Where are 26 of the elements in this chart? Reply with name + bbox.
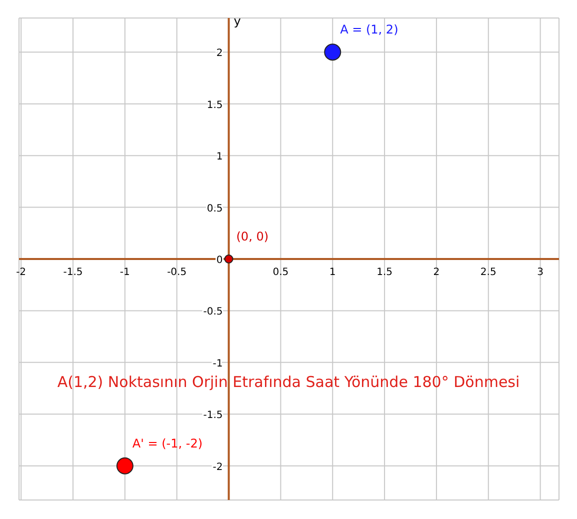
x-tick-label: 3 xyxy=(537,267,544,278)
x-tick-label: 1 xyxy=(329,267,336,278)
point xyxy=(116,457,134,474)
y-tick-label: -2 xyxy=(212,462,223,473)
annotation: A(1,2) Noktasının Orjin Etrafında Saat Yönünde 180° Dönmesi xyxy=(56,372,521,391)
x-tick-label: 2 xyxy=(433,267,440,278)
x-tick-label: 2.5 xyxy=(480,267,496,278)
series-label: A' = (-1, -2) xyxy=(132,436,203,450)
y-tick-label: -0.5 xyxy=(203,306,223,318)
point xyxy=(224,254,234,264)
y-tick-label: 0.5 xyxy=(206,203,223,214)
point xyxy=(324,44,342,61)
x-tick-label: 1.5 xyxy=(376,267,392,278)
y-tick-label: 1 xyxy=(216,152,223,163)
series-label: A = (1, 2) xyxy=(340,22,398,37)
x-tick-label: -1.5 xyxy=(63,267,83,278)
y-axis-title: y xyxy=(234,14,241,28)
y-tick-label: -1 xyxy=(212,358,223,370)
y-tick-label: 1.5 xyxy=(206,100,223,111)
y-tick-label: -1.5 xyxy=(203,410,223,422)
x-tick-label: -2 xyxy=(16,267,26,278)
x-tick-label: -1 xyxy=(120,267,130,278)
y-tick-label: 2 xyxy=(216,48,223,60)
series-label: (0, 0) xyxy=(236,229,269,244)
x-tick-label: -0.5 xyxy=(167,267,187,278)
x-tick-label: 0.5 xyxy=(272,267,289,278)
